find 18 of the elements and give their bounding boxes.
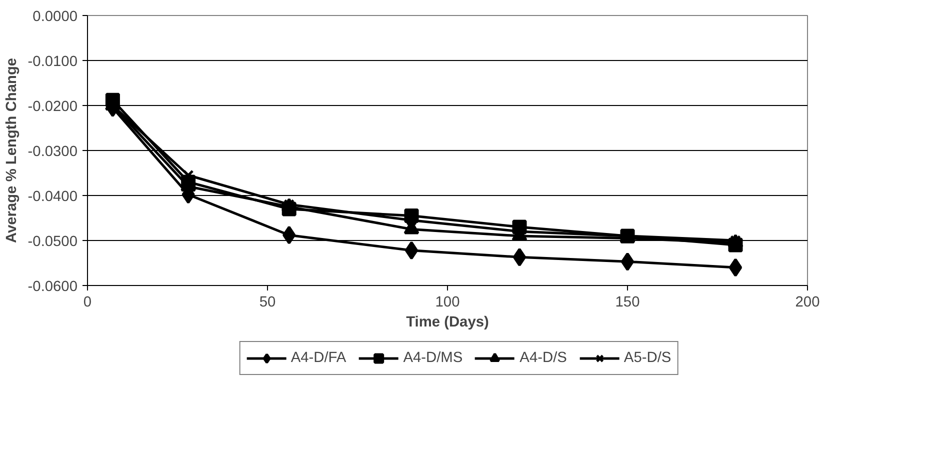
y-tick-label: -0.0600 (28, 279, 78, 295)
x-axis-title: Time (Days) (406, 314, 490, 330)
x-tick-label: 150 (615, 294, 640, 310)
y-tick-label: 0.0000 (32, 9, 78, 25)
x-tick-label: 200 (795, 294, 820, 310)
y-tick-label: -0.0200 (28, 99, 78, 115)
legend-label: A4-D/MS (403, 350, 463, 366)
y-tick-label: -0.0100 (28, 54, 78, 70)
y-tick-label: -0.0400 (28, 189, 78, 205)
legend-label: A4-D/FA (290, 350, 346, 366)
y-tick-label: -0.0300 (28, 144, 78, 160)
x-tick-label: 50 (259, 294, 276, 310)
legend-label: A4-D/S (520, 350, 567, 366)
y-axis-title: Average % Length Change (4, 58, 20, 244)
x-tick-label: 0 (83, 294, 92, 310)
x-tick-label: 100 (435, 294, 460, 310)
y-tick-label: -0.0500 (28, 234, 78, 250)
legend-label: A5-D/S (624, 350, 672, 366)
